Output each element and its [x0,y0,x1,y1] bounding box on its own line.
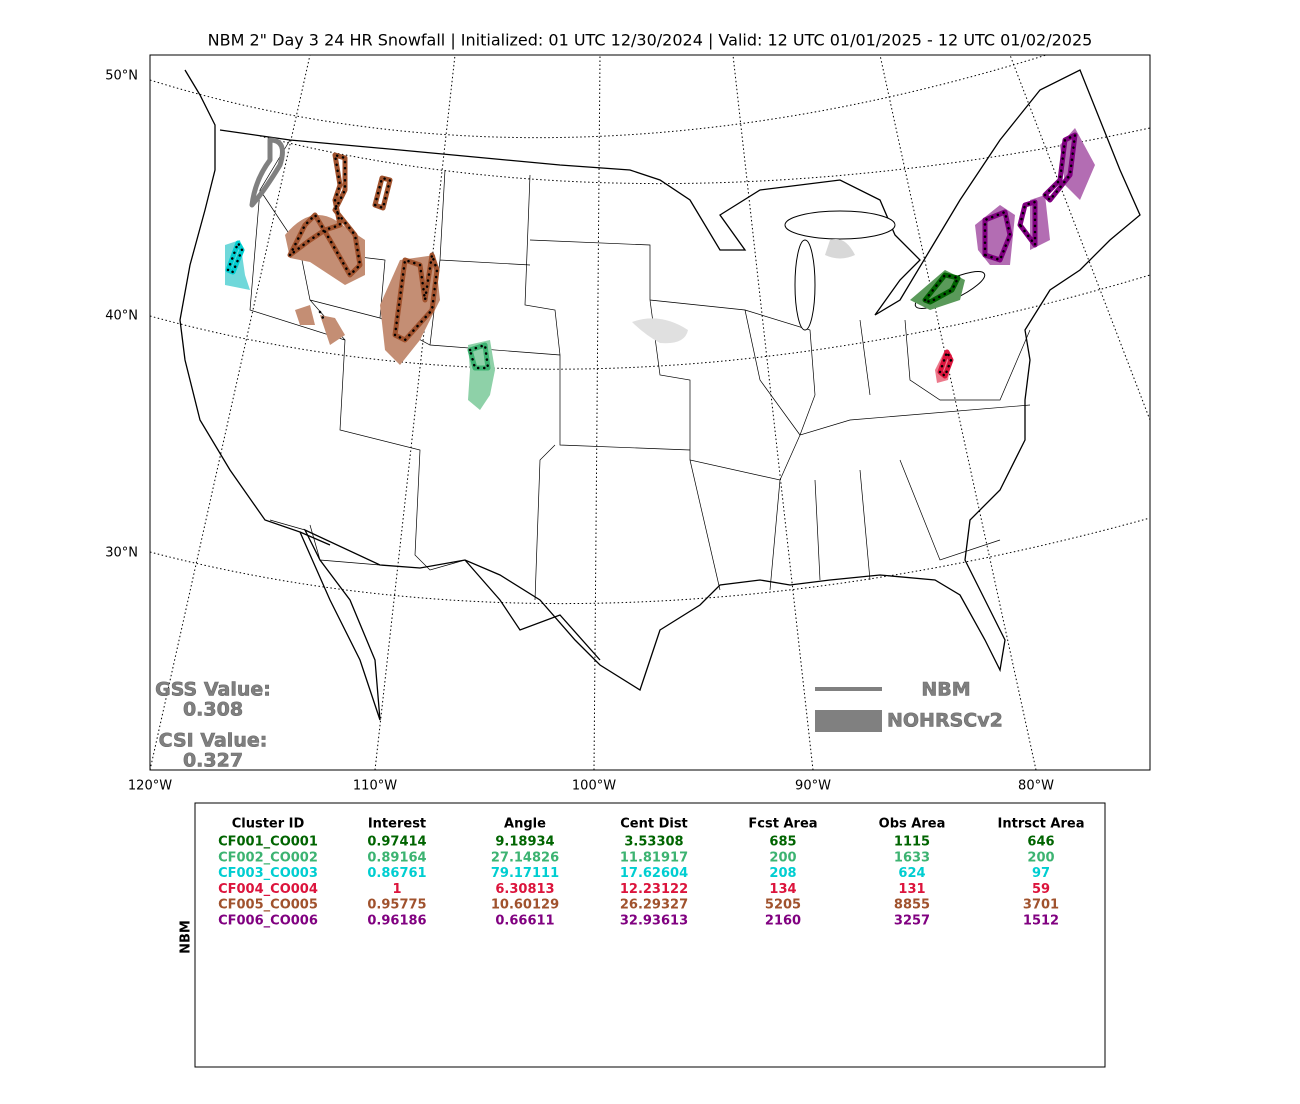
lon-label: 120°W [128,779,172,794]
nbm-outline [467,342,491,371]
title: NBM 2" Day 3 24 HR Snowfall | Initialize… [208,31,1093,50]
table-cell: 1 [392,882,401,897]
table-cell: 3257 [894,914,930,929]
border [249,139,1031,601]
gss-label: GSS Value: [155,679,271,701]
side-label: NBM [179,920,194,954]
table-cell: 200 [769,850,796,865]
table-cell: 134 [769,882,796,897]
table-cell: 0.66611 [495,914,554,929]
table-cell: CF001_CO001 [218,835,318,850]
nbm-dots [226,240,244,274]
table-cell: 0.86761 [367,866,426,881]
table-cell: 646 [1027,835,1054,850]
table-cell: 5205 [765,898,801,913]
table-cell: 59 [1032,882,1050,897]
nbm-dots [288,153,439,342]
table-frame [194,802,1106,1068]
parallel [150,517,1150,605]
table-cell: 685 [769,835,796,850]
table-cell: 8855 [894,898,930,913]
table-cell: 0.95775 [367,898,426,913]
table-cell: 624 [898,866,925,881]
column-header: Cluster ID [232,817,305,832]
table-cell: 9.18934 [495,835,554,850]
table-cell: 0.89164 [367,850,426,865]
map: 50°N 40°N 30°N 120°W 110°W 100°W 90°W 80… [105,54,1151,794]
table-cell: CF005_CO005 [218,898,318,913]
column-header: Intrsct Area [998,817,1085,832]
column-header: Interest [368,817,426,832]
column-header: Cent Dist [620,817,688,832]
meridian [1009,55,1150,421]
nbm-dots [983,132,1077,262]
table-cell: 1115 [894,835,930,850]
nbm-outline [249,137,285,208]
table-cell: 11.81917 [620,850,688,865]
table-cell: 10.60129 [491,898,559,913]
parallel [150,55,1048,139]
snow-objects [225,128,1095,410]
stats-table: NBM Cluster ID Interest Angle Cent Dist Fcst… [179,802,1106,1068]
obs-area [295,305,345,345]
csi-value: 0.327 [183,750,243,772]
nbm-dots [938,348,953,379]
parallel [259,127,1150,185]
table-cell: CF003_CO003 [218,866,318,881]
table-cell: CF002_CO002 [218,850,318,865]
table-cell: 1633 [894,850,930,865]
table-cell: 0.97414 [367,835,426,850]
lake [794,239,816,331]
table-cell: CF006_CO006 [218,914,318,929]
table-cell: 3.53308 [624,835,683,850]
table-cell: 32.93613 [620,914,688,929]
column-header: Fcst Area [748,817,817,832]
table-cell: 208 [769,866,796,881]
legend-swatch [815,710,882,732]
legend-label: NOHRSCv2 [887,710,1003,732]
table-cell: 17.62604 [620,866,688,881]
obs-area [632,318,688,344]
lon-label: 80°W [1018,779,1054,794]
parallel [150,274,1150,370]
table-cell: 0.96186 [367,914,426,929]
obs-area [975,128,1095,265]
column-header: Angle [504,817,546,832]
lon-label: 110°W [353,779,397,794]
table-cell: 1512 [1023,914,1059,929]
table-cell: 6.30813 [495,882,554,897]
gss-value: 0.308 [183,699,243,721]
table-cell: 27.14826 [491,850,559,865]
table-cell: 131 [898,882,925,897]
lon-label: 90°W [795,779,831,794]
table-cell: 26.29327 [620,898,688,913]
legend-label: NBM [921,679,970,701]
table-cell: 3701 [1023,898,1059,913]
column-header: Obs Area [879,817,946,832]
table-cell: CF004_CO004 [218,882,318,897]
lat-label: 30°N [105,546,138,561]
border [299,531,601,661]
csi-label: CSI Value: [159,730,268,752]
nbm-dots [922,273,960,304]
table-cell: 97 [1032,866,1050,881]
table-cell: 2160 [765,914,801,929]
map-frame [149,54,1151,771]
table-cell: 12.23122 [620,882,688,897]
lake [784,210,896,240]
table-cell: 79.17111 [491,866,559,881]
table-cell: 200 [1027,850,1054,865]
lat-label: 50°N [105,69,138,84]
obs-area [825,239,855,259]
lon-label: 100°W [572,779,616,794]
lat-label: 40°N [105,309,138,324]
